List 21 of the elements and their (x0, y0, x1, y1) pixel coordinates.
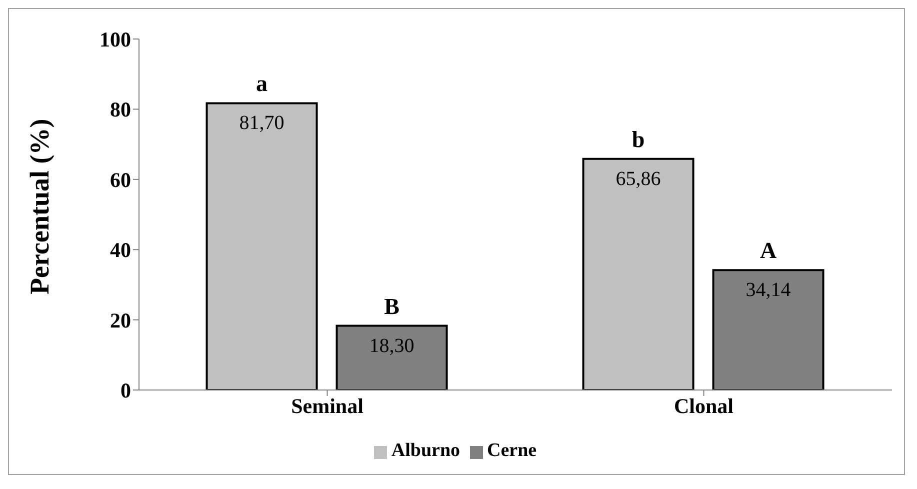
x-tick-label: Clonal (674, 394, 734, 418)
annotation: A (760, 238, 777, 264)
bar (582, 158, 694, 390)
bar (206, 102, 318, 390)
y-tick-label: 0 (120, 378, 131, 402)
y-tick-label: 60 (110, 168, 131, 192)
data-label: 81,70 (239, 112, 284, 134)
y-tick-label: 40 (110, 238, 131, 262)
data-label: 18,30 (369, 334, 414, 357)
annotation: B (384, 294, 400, 319)
legend-label: Cerne (487, 440, 537, 461)
legend-label: Alburno (391, 440, 460, 461)
data-label: 34,14 (746, 279, 791, 302)
annotation: a (256, 71, 268, 96)
y-tick-label: 80 (110, 98, 131, 122)
y-axis-title: Percentual (%) (24, 118, 55, 294)
annotation: b (632, 126, 645, 152)
x-tick-label: Seminal (291, 394, 364, 418)
data-label: 65,86 (616, 168, 661, 190)
y-tick-label: 100 (100, 27, 131, 52)
y-tick-label: 20 (110, 308, 131, 332)
